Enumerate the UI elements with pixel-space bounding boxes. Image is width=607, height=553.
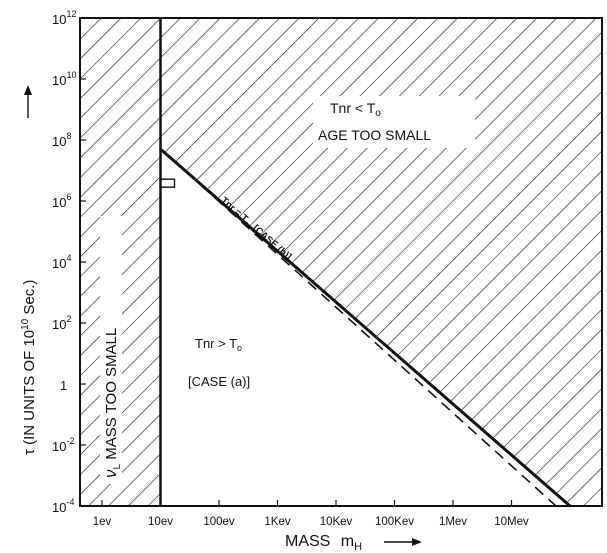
y-tick-label: 1010 [52,70,76,88]
y-tick-label: 106 [52,192,71,210]
y-tick-label: 104 [52,253,71,271]
boundary-dashed-line [173,160,557,507]
x-tick-label: 1ev [93,516,112,528]
x-tick-label: 100ev [203,516,235,528]
svg-text:τ (IN UNITS OF 1010 Sec.): τ (IN UNITS OF 1010 Sec.) [20,280,38,455]
mass-limit-notch [159,178,176,188]
case-a-line2: [CASE (a)] [188,374,250,389]
x-tick-label: 1Kev [264,516,290,528]
y-tick-label: 10-2 [52,436,74,454]
y-tick-label: 10-4 [52,497,74,515]
x-tick-label: 10Mev [494,516,529,528]
x-tick-label: 10Kev [320,516,353,528]
y-axis-label: τ (IN UNITS OF 1010 Sec.) [20,280,38,455]
x-axis-arrow [384,538,422,546]
age-too-small-region [160,18,602,506]
svg-text:νL MASS TOO SMALL: νL MASS TOO SMALL [101,328,123,478]
y-tick-label: 102 [52,314,71,332]
x-axis-label: MASS mH [285,533,362,553]
y-tick-label: 108 [52,131,71,149]
y-tick-label: 1012 [52,9,76,27]
boundary-solid-line [159,148,571,508]
x-tick-label: 1Mev [439,516,467,528]
x-tick-label: 100Kev [375,516,414,528]
y-tick-label: 1 [60,378,67,393]
y-axis-arrow [24,85,32,118]
age-label-backdrop [313,96,475,148]
age-region-line2: AGE TOO SMALL [318,127,431,143]
x-tick-label: 10ev [148,516,173,528]
mass-too-small-label: νL MASS TOO SMALL [100,216,123,484]
x-axis-ticks: 1ev 10ev 100ev 1Kev 10Kev 100Kev 1Mev 10Mev [93,500,529,528]
y-axis-ticks: 10-4 10-2 1 102 104 106 108 1010 1012 [52,9,86,515]
age-region-line1: Tnr < To [330,100,381,119]
case-a-line1: Tnr > To [195,336,242,353]
